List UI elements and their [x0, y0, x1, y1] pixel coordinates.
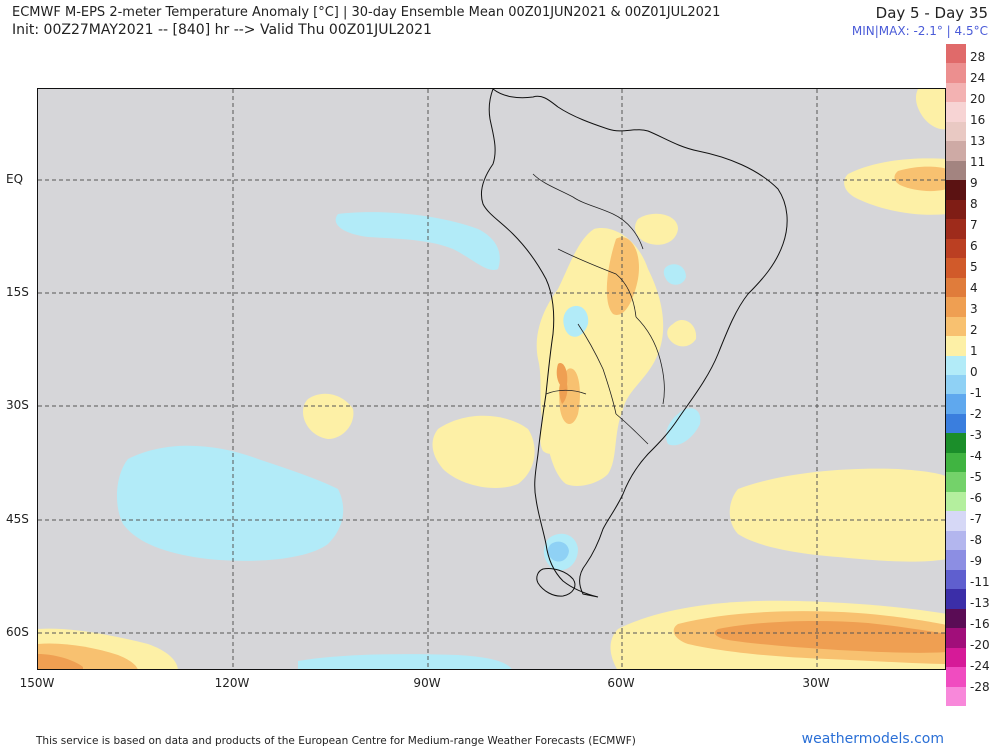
footer-credit: This service is based on data and produc…: [36, 735, 636, 747]
legend-swatch: [946, 160, 966, 181]
legend-swatch: [946, 433, 966, 454]
lon-label-90w: 90W: [413, 676, 441, 690]
legend-label: 20: [970, 91, 986, 106]
legend-swatch: [946, 608, 966, 629]
legend-swatch: [946, 550, 966, 571]
legend-label: 16: [970, 112, 986, 127]
legend-swatch: [946, 316, 966, 337]
lat-label-45s: 45S: [6, 512, 29, 526]
legend-label: 24: [970, 70, 986, 85]
legend-swatch: [946, 686, 966, 707]
legend-label: 0: [970, 364, 978, 379]
legend-label: 3: [970, 301, 978, 316]
lat-label-eq: EQ: [6, 172, 24, 186]
legend-swatch: [946, 394, 966, 415]
legend-swatch: [946, 199, 966, 220]
country-borders: [532, 173, 665, 445]
legend-swatch: [946, 336, 966, 357]
forecast-range: Day 5 - Day 35: [875, 4, 988, 22]
legend-label: -5: [970, 469, 982, 484]
legend-swatch: [946, 647, 966, 668]
legend-label: -16: [970, 617, 990, 632]
legend-label: -13: [970, 596, 990, 611]
legend-label: -11: [970, 575, 990, 589]
lat-label-60s: 60S: [6, 625, 29, 639]
warm-anomaly-areas: [38, 89, 945, 669]
legend-label: -8: [970, 532, 982, 547]
legend-swatch: [946, 44, 966, 64]
legend-swatch: [946, 628, 966, 649]
legend-swatch: [946, 277, 966, 298]
legend-label: 5: [970, 259, 978, 274]
legend-label: -9: [970, 553, 982, 568]
legend-swatch: [946, 569, 966, 590]
min-max-readout: MIN|MAX: -2.1° | 4.5°C: [851, 24, 988, 38]
legend-swatch: [946, 102, 966, 123]
cool-anomaly-areas: [116, 212, 701, 669]
legend-label: 13: [970, 133, 986, 148]
legend-label: 9: [970, 175, 978, 190]
legend-label: -24: [970, 659, 990, 674]
graticule: [38, 89, 945, 669]
legend-label: -6: [970, 490, 982, 505]
legend-swatch: [946, 375, 966, 395]
legend-swatch: [946, 452, 966, 473]
color-legend: [946, 44, 966, 707]
map-subtitle: Init: 00Z27MAY2021 -- [840] hr --> Valid…: [12, 22, 432, 38]
lon-label-120w: 120W: [214, 676, 250, 690]
lon-label-60w: 60W: [607, 676, 635, 690]
legend-swatch: [946, 63, 966, 84]
legend-swatch: [946, 413, 966, 434]
legend-swatch: [946, 530, 966, 551]
legend-label: -7: [970, 511, 982, 526]
legend-label: 2: [970, 322, 978, 337]
legend-label: -28: [970, 680, 990, 695]
lon-label-30w: 30W: [802, 676, 830, 690]
legend-label: 28: [970, 49, 986, 64]
legend-swatch: [946, 219, 966, 240]
legend-swatch: [946, 180, 966, 201]
legend-swatch: [946, 297, 966, 318]
lon-label-150w: 150W: [19, 676, 55, 690]
legend-swatch: [946, 511, 966, 532]
legend-swatch: [946, 472, 966, 493]
legend-label: -3: [970, 427, 982, 442]
legend-swatch: [946, 82, 966, 103]
coastlines: [480, 89, 788, 598]
legend-swatch: [946, 355, 966, 376]
legend-swatch: [946, 491, 966, 512]
legend-swatch: [946, 238, 966, 259]
legend-swatch: [946, 121, 966, 142]
lat-label-30s: 30S: [6, 398, 29, 412]
legend-label: 6: [970, 238, 978, 253]
legend-label: 1: [970, 343, 978, 358]
legend-label: 7: [970, 217, 978, 232]
legend-label: -4: [970, 448, 982, 463]
legend-swatch: [946, 667, 966, 688]
legend-label: 8: [970, 196, 978, 211]
legend-swatch: [946, 141, 966, 162]
legend-label: -1: [970, 385, 982, 400]
legend-swatch: [946, 589, 966, 610]
legend-label: 4: [970, 280, 978, 295]
lat-label-15s: 15S: [6, 285, 29, 299]
site-link[interactable]: weathermodels.com: [801, 731, 944, 747]
legend-label: -2: [970, 406, 982, 421]
anomaly-map: [37, 88, 946, 670]
map-title: ECMWF M-EPS 2-meter Temperature Anomaly …: [12, 5, 721, 20]
map-canvas: [38, 89, 945, 669]
legend-label: -20: [970, 638, 990, 653]
legend-label: 11: [970, 154, 986, 169]
legend-swatch: [946, 258, 966, 279]
